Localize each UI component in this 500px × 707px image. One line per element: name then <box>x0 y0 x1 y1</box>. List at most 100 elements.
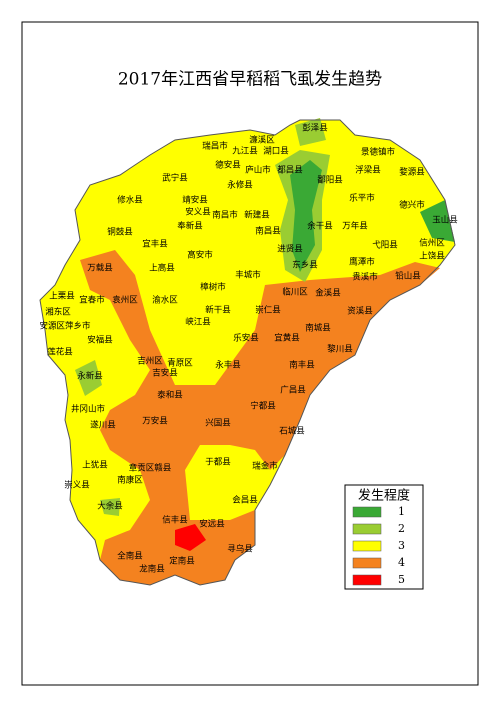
county-label: 吉州区 <box>137 357 163 367</box>
county-label: 峡江县 <box>185 317 211 328</box>
legend-label: 5 <box>398 573 405 586</box>
county-label: 石城县 <box>279 427 305 437</box>
county-label: 信丰县 <box>162 515 188 526</box>
county-label: 德兴市 <box>399 200 425 211</box>
county-label: 寻乌县 <box>227 544 253 555</box>
county-label: 上犹县 <box>82 460 108 471</box>
county-label: 黎川县 <box>327 344 353 355</box>
county-label: 安远县 <box>199 519 225 530</box>
county-label: 九江县 <box>232 147 258 157</box>
county-label: 南昌县 <box>255 226 281 237</box>
county-label: 南城县 <box>305 323 331 334</box>
county-label: 新建县 <box>244 210 270 221</box>
county-label: 奉新县 <box>177 221 203 232</box>
county-label: 渝水区 <box>152 295 178 306</box>
county-label: 袁州区 <box>112 295 138 306</box>
county-label: 彭泽县 <box>302 123 328 134</box>
legend-box <box>344 484 424 590</box>
county-label: 靖安县 <box>182 195 208 206</box>
county-label: 宜黄县 <box>274 333 300 344</box>
county-label: 新干县 <box>205 305 231 316</box>
county-label: 兴国县 <box>205 419 231 429</box>
county-label: 永修县 <box>227 180 253 191</box>
region-level-4 <box>80 250 440 585</box>
county-label: 金溪县 <box>315 288 341 299</box>
county-label: 湘东区 <box>45 307 71 318</box>
county-label: 进贤县 <box>277 245 303 255</box>
county-label: 上饶县 <box>419 251 445 262</box>
county-label: 泰和县 <box>157 390 183 401</box>
county-label: 信州区 <box>419 238 445 249</box>
county-label: 湖口县 <box>263 147 289 157</box>
county-label: 南康区 <box>117 475 143 486</box>
county-label: 全南县 <box>117 551 143 562</box>
county-label: 临川区 <box>282 287 308 298</box>
county-label: 婺源县 <box>399 167 425 178</box>
county-label: 于都县 <box>205 458 231 468</box>
county-label: 万年县 <box>342 221 368 232</box>
county-label: 上高县 <box>149 263 175 274</box>
county-label: 南丰县 <box>289 360 315 371</box>
county-label: 会昌县 <box>232 495 258 506</box>
county-label: 章贡区赣县 <box>129 463 172 474</box>
county-label: 万安县 <box>142 416 168 427</box>
county-label: 都昌县 <box>277 166 303 176</box>
county-label: 浮梁县 <box>355 165 381 176</box>
county-label: 南昌市 <box>212 210 238 221</box>
county-label: 资溪县 <box>347 306 373 317</box>
legend-swatch <box>352 557 382 569</box>
county-label: 丰城市 <box>235 270 261 281</box>
county-label: 玉山县 <box>432 215 458 226</box>
legend-label: 4 <box>398 556 405 569</box>
legend: 发生程度 1 2 3 4 5 <box>344 484 424 590</box>
region-level-2 <box>295 118 326 146</box>
region-level-5 <box>175 524 206 551</box>
county-label: 修水县 <box>117 195 143 206</box>
county-label: 大余县 <box>97 501 123 512</box>
county-label: 铜鼓县 <box>107 227 133 238</box>
county-label: 瑞昌市 <box>202 141 228 152</box>
county-label: 铅山县 <box>395 271 421 282</box>
legend-title: 发生程度 <box>358 488 410 504</box>
county-label: 永丰县 <box>215 360 241 371</box>
county-label: 濂溪区 <box>249 135 275 146</box>
county-label: 高安市 <box>187 250 213 261</box>
county-label: 德安县 <box>215 160 241 171</box>
frame <box>21 21 479 686</box>
county-label: 宜丰县 <box>142 239 168 250</box>
map-title: 2017年江西省早稻稻飞虱发生趋势 <box>118 70 382 90</box>
county-label: 吉安县 <box>152 368 178 379</box>
region-level-1 <box>290 160 322 272</box>
county-label: 安义县 <box>185 207 211 218</box>
county-label: 青原区 <box>167 358 193 369</box>
region-level-2 <box>75 360 102 396</box>
legend-swatch <box>352 523 382 535</box>
region-level-2 <box>100 498 120 516</box>
county-label: 东乡县 <box>292 260 318 271</box>
county-label: 井冈山市 <box>71 404 106 415</box>
county-label: 景德镇市 <box>361 147 396 158</box>
county-label: 安源区萍乡市 <box>39 321 91 332</box>
legend-label: 2 <box>398 522 405 535</box>
province-outline <box>39 119 456 586</box>
county-label: 崇义县 <box>64 481 90 491</box>
county-label: 余干县 <box>307 221 333 232</box>
county-label: 广昌县 <box>280 385 306 396</box>
county-label: 龙南县 <box>139 564 165 575</box>
county-label: 宁都县 <box>250 401 276 412</box>
county-label: 乐平市 <box>349 193 375 204</box>
county-label: 贵溪市 <box>352 272 378 283</box>
county-label: 鹰潭市 <box>349 257 375 268</box>
legend-swatch <box>352 506 382 518</box>
legend-swatch <box>352 540 382 552</box>
legend-swatch <box>352 574 382 586</box>
county-label: 安福县 <box>87 335 113 346</box>
county-label: 上栗县 <box>49 292 75 302</box>
county-label: 永新县 <box>77 371 103 382</box>
county-label: 樟树市 <box>200 282 226 293</box>
county-label: 弋阳县 <box>372 240 398 251</box>
county-label: 万载县 <box>87 263 113 274</box>
county-label: 鄱阳县 <box>317 176 343 186</box>
